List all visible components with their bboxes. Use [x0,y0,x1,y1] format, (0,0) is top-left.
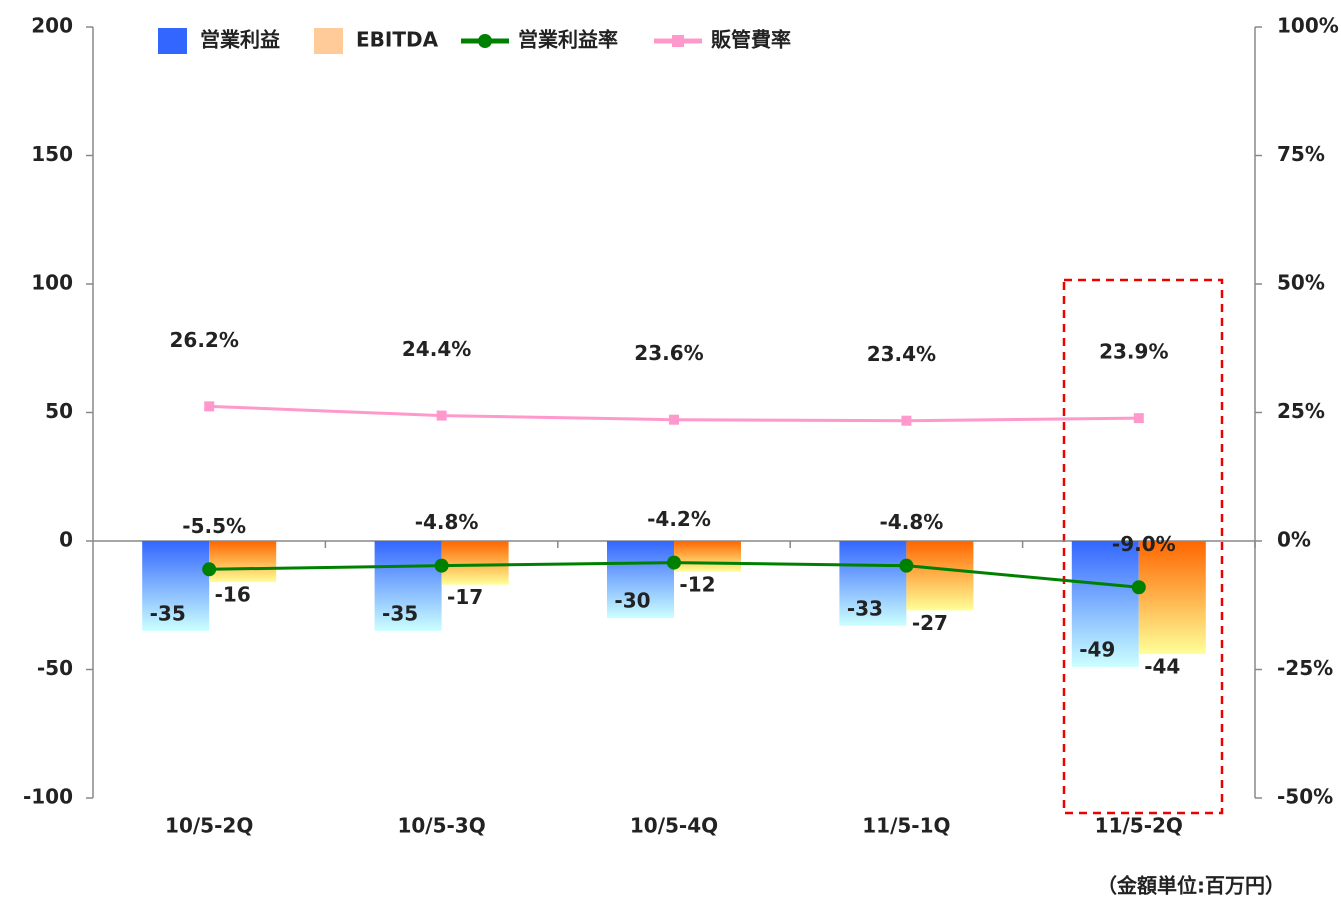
legend-label: 営業利益 [200,28,280,52]
bar-label: -35 [382,601,418,625]
marker [669,414,679,425]
x-tick-label: 10/5-2Q [165,814,253,838]
bar [441,541,509,585]
x-tick-label: 10/5-4Q [630,814,718,838]
y-tick-label: 150 [31,142,73,166]
line-label: -9.0% [1112,532,1176,556]
marker [1133,413,1144,424]
x-tick-label: 11/5-1Q [862,814,950,838]
y-tick-label: 50 [45,399,73,423]
line-label: -4.8% [880,510,944,534]
bar [906,541,974,611]
x-tick-label: 10/5-3Q [397,814,485,838]
bar [674,541,741,572]
bar-label: -49 [1079,637,1115,661]
legend-swatch [314,28,343,54]
marker [434,558,449,573]
line-label: 24.4% [402,337,471,361]
bar [142,541,210,631]
y2-tick-label: -50% [1277,785,1333,809]
y-tick-label: -50 [37,656,73,680]
marker [204,401,215,412]
y-tick-label: 100 [31,271,73,295]
bar-label: -16 [215,583,251,607]
legend-marker [478,34,492,48]
y-tick-label: 0 [59,528,73,552]
line-label: 23.4% [867,342,936,366]
legend-label: 営業利益率 [518,28,618,52]
marker [899,558,914,573]
bar-label: -27 [912,611,948,635]
y-tick-label: -100 [23,785,73,809]
bar-label: -33 [847,596,883,620]
line-label: 23.6% [634,341,703,365]
y2-tick-label: 0% [1277,528,1311,552]
line-label: 23.9% [1099,340,1168,364]
marker [202,562,217,577]
bar [839,541,907,626]
highlight-box [1062,278,1224,815]
line-label: -4.2% [647,507,711,531]
bar-label: -44 [1144,655,1180,679]
legend-label: EBITDA [356,28,439,52]
line-label: -4.8% [415,510,479,534]
bar [607,541,674,619]
legend-label: 販管費率 [711,28,791,52]
bar [1071,541,1139,667]
marker [901,415,912,426]
line-label: 26.2% [170,328,239,352]
bar-label: -17 [447,585,483,609]
marker [667,555,681,570]
x-tick-label: 11/5-2Q [1095,814,1183,838]
bar [1138,541,1206,655]
y2-tick-label: 100% [1277,14,1339,38]
y2-tick-label: -25% [1277,656,1333,680]
bar-label: -35 [150,601,186,625]
y-tick-label: 200 [31,14,73,38]
bar-label: -12 [679,572,715,596]
bar-label: -30 [614,589,650,613]
legend-marker [672,35,684,47]
marker [1131,580,1146,595]
y2-tick-label: 75% [1277,142,1325,166]
legend-swatch [158,28,187,54]
y2-tick-label: 50% [1277,271,1325,295]
bar [374,541,442,631]
bar [209,541,277,583]
unit-note: （金額単位:百万円） [1097,874,1285,898]
y2-tick-label: 25% [1277,399,1325,423]
marker [436,410,447,421]
line-label: -5.5% [182,514,246,538]
